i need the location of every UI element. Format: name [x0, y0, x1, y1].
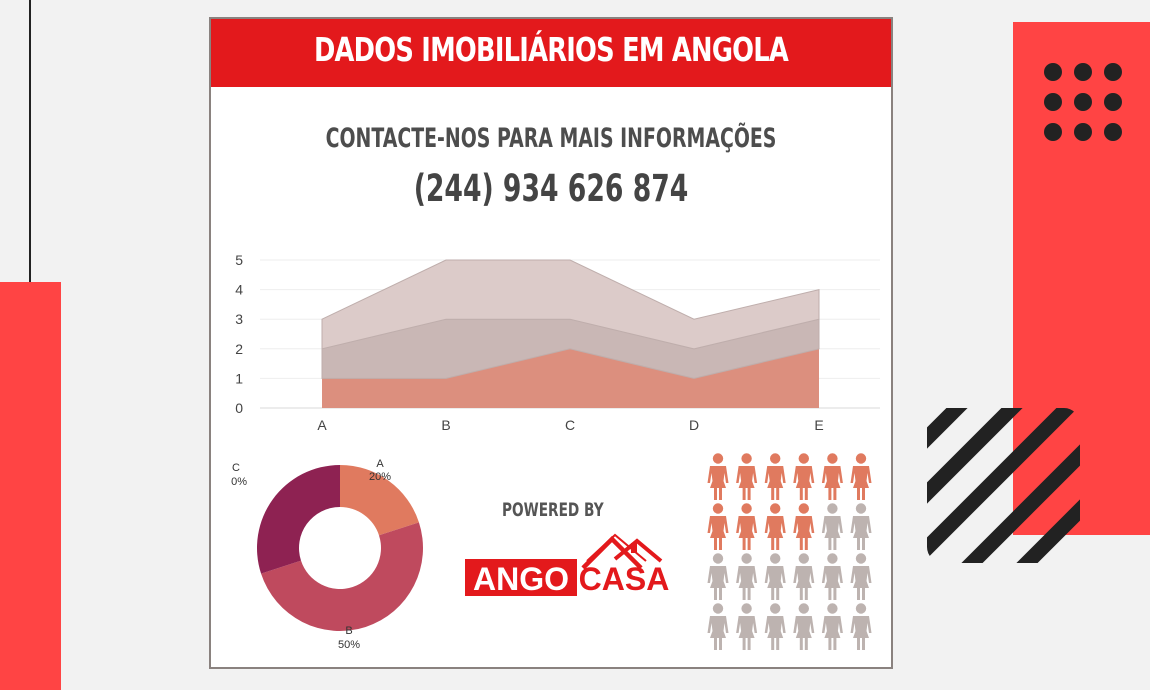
- decorative-red-block-left: [0, 282, 61, 690]
- person-icon: [821, 453, 843, 500]
- contact-heading: CONTACTE-NOS PARA MAIS INFORMAÇÕES: [325, 123, 777, 154]
- house-roof-icon: [581, 533, 663, 570]
- person-icon: [707, 453, 729, 500]
- slice-label: A: [376, 458, 384, 470]
- y-tick-label: 4: [235, 282, 243, 298]
- logo-text-ango: ANGO: [473, 561, 569, 597]
- x-tick-label: E: [814, 417, 823, 433]
- phone-number: (244) 934 626 874: [413, 167, 689, 210]
- person-icon: [793, 453, 815, 500]
- page-title: DADOS IMOBILIÁRIOS EM ANGOLA: [313, 30, 789, 69]
- slice-value-label: 20%: [369, 471, 391, 483]
- x-tick-label: C: [565, 417, 575, 433]
- person-icon: [736, 603, 758, 650]
- x-tick-label: D: [689, 417, 699, 433]
- person-icon: [821, 503, 843, 550]
- y-tick-label: 1: [235, 370, 243, 386]
- area-series-3: [321, 259, 820, 350]
- donut-chart: A20% B 50% C 30%: [231, 458, 424, 651]
- x-tick-label: B: [441, 417, 450, 433]
- infographic-card: DADOS IMOBILIÁRIOS EM ANGOLA CONTACTE-NO…: [209, 17, 893, 669]
- angocasa-logo: ANGO CASA: [465, 533, 670, 597]
- person-icon: [821, 553, 843, 600]
- person-icon: [821, 603, 843, 650]
- person-icon: [764, 453, 786, 500]
- decorative-line: [29, 0, 31, 282]
- person-icon: [793, 603, 815, 650]
- slice-label: B: [345, 625, 352, 637]
- x-tick-label: A: [317, 417, 327, 433]
- pie-slice-a: [340, 465, 419, 536]
- person-icon: [736, 553, 758, 600]
- slice-value-label: 50%: [338, 639, 360, 651]
- person-icon: [764, 553, 786, 600]
- person-icon: [707, 503, 729, 550]
- person-icon: [707, 603, 729, 650]
- powered-by-label: POWERED BY: [501, 499, 604, 521]
- person-icon: [793, 553, 815, 600]
- person-icon: [850, 503, 872, 550]
- area-chart: 0 1 2 3 4 5 A B C D E: [235, 252, 880, 433]
- person-icon: [764, 603, 786, 650]
- person-icon: [707, 553, 729, 600]
- person-icon: [850, 603, 872, 650]
- pie-slice-c: [257, 465, 340, 574]
- dot-grid-decoration: [1044, 63, 1122, 141]
- person-icon: [764, 503, 786, 550]
- y-tick-label: 0: [235, 400, 243, 416]
- title-banner: DADOS IMOBILIÁRIOS EM ANGOLA: [211, 19, 891, 87]
- y-tick-label: 2: [235, 341, 243, 357]
- person-icon: [736, 503, 758, 550]
- area-series-1: [322, 348, 819, 408]
- person-icon: [850, 553, 872, 600]
- people-pictogram: [707, 453, 872, 650]
- person-icon: [736, 453, 758, 500]
- person-icon: [793, 503, 815, 550]
- person-icon: [850, 453, 872, 500]
- slice-value-label: 30%: [231, 476, 247, 488]
- striped-square-decoration: [927, 408, 1080, 563]
- pie-slice-b: [261, 522, 424, 631]
- slice-label: C: [232, 462, 240, 474]
- y-tick-label: 3: [235, 311, 243, 327]
- logo-red-box: [465, 559, 577, 596]
- logo-text-casa: CASA: [579, 561, 670, 597]
- y-tick-label: 5: [235, 252, 243, 268]
